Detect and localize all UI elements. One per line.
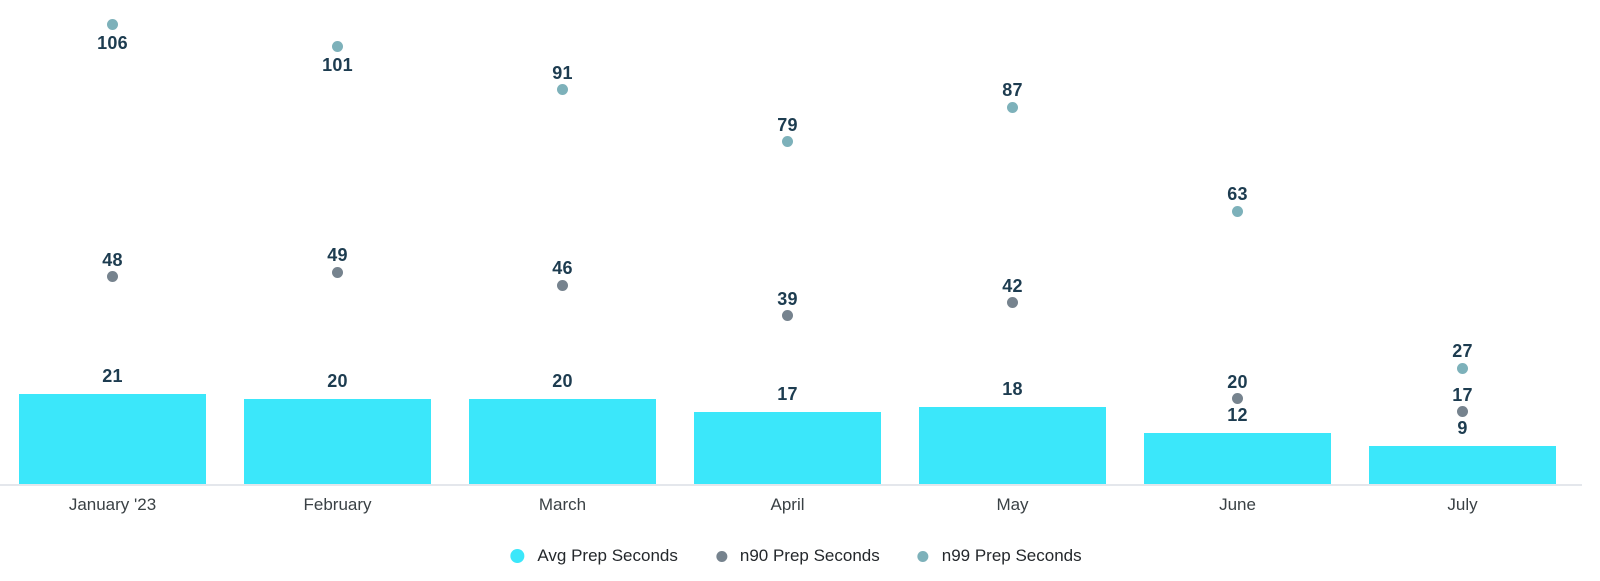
n99-value-label-may: 87 — [1002, 80, 1023, 101]
legend-label-n90-prep-seconds: n90 Prep Seconds — [739, 546, 880, 565]
legend-item-avg-prep-seconds[interactable]: Avg Prep Seconds — [510, 545, 678, 567]
avg-prep-bar-july[interactable] — [1369, 446, 1556, 485]
legend-label-n99-prep-seconds: n99 Prep Seconds — [941, 546, 1082, 565]
x-axis-label-march: March — [538, 495, 587, 514]
n99-point-january-23[interactable] — [107, 18, 118, 30]
n99-point-may[interactable] — [1007, 101, 1018, 113]
n90-value-label-july: 17 — [1452, 384, 1473, 405]
n99-point-july[interactable] — [1457, 362, 1468, 374]
x-axis-label-may: May — [996, 495, 1029, 514]
n90-point-april[interactable] — [782, 310, 793, 322]
n99-value-label-march: 91 — [552, 62, 573, 83]
n90-value-label-march: 46 — [552, 258, 573, 279]
n90-point-march[interactable] — [557, 279, 568, 291]
x-axis-line — [0, 484, 1582, 486]
bar-value-label-june: 12 — [1227, 405, 1248, 426]
avg-prep-bar-may[interactable] — [919, 407, 1106, 485]
chart-legend: Avg Prep Seconds n90 Prep Seconds n99 Prep… — [510, 545, 1082, 567]
n99-value-label-january-23: 106 — [97, 33, 128, 54]
n90-point-july[interactable] — [1457, 406, 1468, 418]
n99-point-april[interactable] — [782, 136, 793, 148]
n99-point-june[interactable] — [1232, 205, 1243, 217]
avg-prep-bar-june[interactable] — [1144, 433, 1331, 485]
n90-value-label-june: 20 — [1227, 371, 1248, 392]
x-axis-label-february: February — [303, 495, 372, 514]
x-axis-label-january-23: January '23 — [68, 495, 157, 514]
n90-value-label-may: 42 — [1002, 275, 1023, 296]
bar-value-label-march: 20 — [552, 370, 573, 391]
x-axis-label-april: April — [770, 495, 805, 514]
legend-swatch-icon-n99-prep-seconds — [917, 550, 929, 562]
legend-swatch-icon-n90-prep-seconds — [715, 550, 727, 562]
avg-prep-bar-april[interactable] — [694, 411, 881, 485]
legend-label-avg-prep-seconds: Avg Prep Seconds — [537, 546, 678, 565]
legend-swatch-icon-avg-prep-seconds — [510, 549, 525, 563]
n90-value-label-february: 49 — [327, 245, 348, 266]
n90-point-june[interactable] — [1232, 393, 1243, 404]
n99-value-label-june: 63 — [1227, 184, 1248, 205]
bar-value-label-july: 9 — [1457, 418, 1468, 439]
avg-prep-bar-march[interactable] — [469, 398, 656, 485]
n90-point-may[interactable] — [1007, 297, 1018, 309]
bar-value-label-january-23: 21 — [102, 366, 123, 387]
legend-item-n99-prep-seconds[interactable]: n99 Prep Seconds — [917, 545, 1082, 567]
n99-point-february[interactable] — [332, 40, 343, 52]
n99-value-label-july: 27 — [1452, 341, 1473, 362]
bar-value-label-april: 17 — [777, 383, 798, 404]
legend-item-n90-prep-seconds[interactable]: n90 Prep Seconds — [715, 545, 880, 567]
n90-value-label-january-23: 48 — [102, 249, 123, 270]
bar-value-label-february: 20 — [327, 370, 348, 391]
x-axis-label-june: June — [1219, 495, 1256, 514]
bar-value-label-may: 18 — [1002, 379, 1023, 400]
n99-value-label-april: 79 — [777, 114, 798, 135]
avg-prep-bar-january-23[interactable] — [19, 394, 206, 485]
n90-value-label-april: 39 — [777, 288, 798, 309]
x-axis-label-july: July — [1447, 495, 1478, 514]
n90-point-february[interactable] — [332, 266, 343, 278]
n99-point-march[interactable] — [557, 84, 568, 96]
avg-prep-bar-february[interactable] — [244, 398, 431, 485]
n99-value-label-february: 101 — [322, 55, 353, 76]
n90-point-january-23[interactable] — [107, 271, 118, 283]
